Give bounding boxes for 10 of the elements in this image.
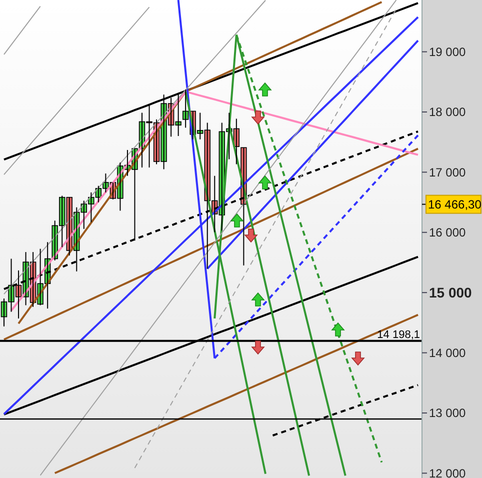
y-tick-label: 15 000 [429, 284, 472, 300]
y-tick-label: 14 000 [429, 346, 466, 360]
text: 16 466,30 [428, 198, 482, 212]
y-tick-label: 16 000 [429, 226, 466, 240]
y-tick-label: 17 000 [429, 165, 466, 180]
y-tick-label: 13 000 [429, 406, 466, 420]
y-tick-label: 12 000 [429, 466, 466, 478]
y-tick-label: 18 000 [429, 105, 466, 120]
ref-line-label: 14 198,1 [377, 328, 420, 341]
y-tick-label: 19 000 [429, 44, 466, 59]
